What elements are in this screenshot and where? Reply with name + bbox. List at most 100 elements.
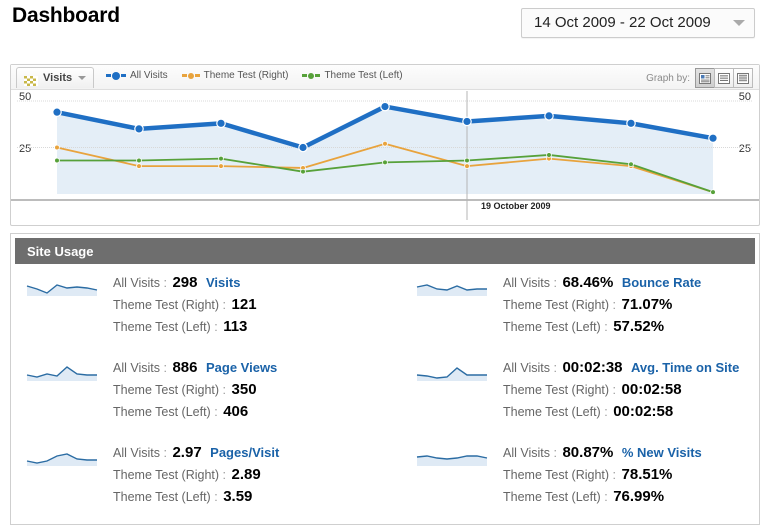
row-separator: : <box>604 490 608 504</box>
row-label: Theme Test (Right) <box>113 298 220 312</box>
metric-row-right: Theme Test (Right) : 78.51% <box>503 464 702 486</box>
date-marker-label: 19 October 2009 <box>481 201 551 211</box>
metric-row-left: Theme Test (Left) : 406 <box>113 401 277 423</box>
metric-selector-visits[interactable]: Visits <box>16 67 95 88</box>
y-axis-right-tick-50: 50 <box>738 91 751 103</box>
legend-label: Theme Test (Left) <box>324 70 403 81</box>
metric-page-views[interactable]: All Visits : 886 Page Views Theme Test (… <box>11 357 401 442</box>
metric-row-right: Theme Test (Right) : 00:02:58 <box>503 379 739 401</box>
metric-avg-time-on-site[interactable]: All Visits : 00:02:38 Avg. Time on Site … <box>401 357 759 442</box>
visits-sparkline <box>25 274 103 300</box>
metric-row-all: All Visits : 886 Page Views <box>113 357 277 379</box>
row-separator: : <box>222 468 227 482</box>
legend-swatch-icon <box>106 71 126 80</box>
page-views-sparkline <box>25 359 103 385</box>
chart-canvas <box>11 91 759 220</box>
metric-name[interactable]: Pages/Visit <box>210 445 280 460</box>
metric-values: All Visits : 00:02:38 Avg. Time on Site … <box>503 357 739 423</box>
row-separator: : <box>604 405 608 419</box>
metric-value-all: 886 <box>172 359 198 376</box>
metric-row-all: All Visits : 80.87% % New Visits <box>503 442 702 464</box>
metric-row-right: Theme Test (Right) : 121 <box>113 294 259 316</box>
row-separator: : <box>553 276 557 290</box>
metric-row-all: All Visits : 298 Visits <box>113 272 259 294</box>
month-view-icon[interactable] <box>733 68 753 88</box>
metric-value-right: 00:02:58 <box>621 381 682 398</box>
metric-value-left: 57.52% <box>613 318 665 335</box>
metric-value-right: 2.89 <box>231 466 261 483</box>
chevron-down-icon <box>733 20 745 26</box>
row-separator: : <box>214 490 218 504</box>
metric-pages-per-visit[interactable]: All Visits : 2.97 Pages/Visit Theme Test… <box>11 442 401 527</box>
metric-row-left: Theme Test (Left) : 76.99% <box>503 486 702 508</box>
row-label: All Visits <box>113 361 161 375</box>
y-axis-left-tick-50: 50 <box>19 91 32 103</box>
metric-values: All Visits : 80.87% % New Visits Theme T… <box>503 442 702 508</box>
visits-line-chart[interactable]: 50 25 50 25 19 October 2009 <box>11 89 759 224</box>
metric-value-left: 00:02:58 <box>613 403 674 420</box>
metric-name[interactable]: % New Visits <box>621 445 702 460</box>
legend-swatch-icon <box>181 72 200 79</box>
row-separator: : <box>163 446 167 460</box>
chart-legend: All Visits Theme Test (Right) Theme Test… <box>106 70 403 81</box>
legend-swatch-icon <box>302 72 321 79</box>
row-separator: : <box>604 320 608 334</box>
metric-row-right: Theme Test (Right) : 2.89 <box>113 464 279 486</box>
metric-values: All Visits : 886 Page Views Theme Test (… <box>113 357 277 423</box>
row-label: Theme Test (Left) <box>503 490 601 504</box>
metric-value-all: 00:02:38 <box>562 359 623 376</box>
graph-by-button-group <box>695 68 753 88</box>
legend-item-theme-test-left[interactable]: Theme Test (Left) <box>302 70 403 81</box>
metric-visits[interactable]: All Visits : 298 Visits Theme Test (Righ… <box>11 272 401 357</box>
y-axis-right-tick-25: 25 <box>738 143 751 155</box>
row-label: All Visits <box>503 446 551 460</box>
site-usage-header: Site Usage <box>15 238 755 264</box>
metric-value-right: 78.51% <box>621 466 673 483</box>
row-separator: : <box>214 320 218 334</box>
row-separator: : <box>612 383 617 397</box>
metric-value-all: 298 <box>172 274 198 291</box>
metric-value-all: 68.46% <box>562 274 614 291</box>
page-header: Dashboard 14 Oct 2009 - 22 Oct 2009 <box>0 0 768 50</box>
date-range-selector[interactable]: 14 Oct 2009 - 22 Oct 2009 <box>521 8 755 38</box>
legend-label: All Visits <box>130 70 168 81</box>
metric-row-all: All Visits : 68.46% Bounce Rate <box>503 272 701 294</box>
row-label: Theme Test (Left) <box>113 490 211 504</box>
graph-by-label: Graph by: <box>646 72 690 84</box>
metric-row-left: Theme Test (Left) : 3.59 <box>113 486 279 508</box>
new-visits-sparkline <box>415 444 493 470</box>
graph-toolbar: Visits All Visits Theme Test (Right) <box>11 65 759 90</box>
row-label: Theme Test (Right) <box>503 468 610 482</box>
metric-row-left: Theme Test (Left) : 113 <box>113 316 259 338</box>
row-separator: : <box>214 405 218 419</box>
row-label: Theme Test (Left) <box>113 405 211 419</box>
row-label: All Visits <box>113 446 161 460</box>
metric-name[interactable]: Page Views <box>205 360 278 375</box>
metric-new-visits[interactable]: All Visits : 80.87% % New Visits Theme T… <box>401 442 759 527</box>
week-view-icon[interactable] <box>714 68 734 88</box>
row-label: Theme Test (Right) <box>113 468 220 482</box>
row-separator: : <box>612 468 617 482</box>
metric-name[interactable]: Avg. Time on Site <box>631 360 740 375</box>
metric-name[interactable]: Visits <box>205 275 241 290</box>
metric-row-right: Theme Test (Right) : 350 <box>113 379 277 401</box>
metric-values: All Visits : 68.46% Bounce Rate Theme Te… <box>503 272 701 338</box>
day-view-icon[interactable] <box>695 68 715 88</box>
metric-value-right: 350 <box>231 381 257 398</box>
row-label: All Visits <box>503 361 551 375</box>
metric-value-all: 80.87% <box>562 444 614 461</box>
metric-bounce-rate[interactable]: All Visits : 68.46% Bounce Rate Theme Te… <box>401 272 759 357</box>
metric-row-right: Theme Test (Right) : 71.07% <box>503 294 701 316</box>
legend-item-theme-test-right[interactable]: Theme Test (Right) <box>181 70 288 81</box>
legend-item-all-visits[interactable]: All Visits <box>106 70 168 81</box>
metric-value-right: 121 <box>231 296 257 313</box>
pages-visit-sparkline <box>25 444 103 470</box>
graph-by-control: Graph by: <box>646 68 753 88</box>
row-label: Theme Test (Right) <box>113 383 220 397</box>
row-separator: : <box>222 383 227 397</box>
metric-value-left: 76.99% <box>613 488 665 505</box>
metric-name[interactable]: Bounce Rate <box>621 275 702 290</box>
chevron-down-icon <box>78 76 87 80</box>
metric-values: All Visits : 298 Visits Theme Test (Righ… <box>113 272 259 338</box>
